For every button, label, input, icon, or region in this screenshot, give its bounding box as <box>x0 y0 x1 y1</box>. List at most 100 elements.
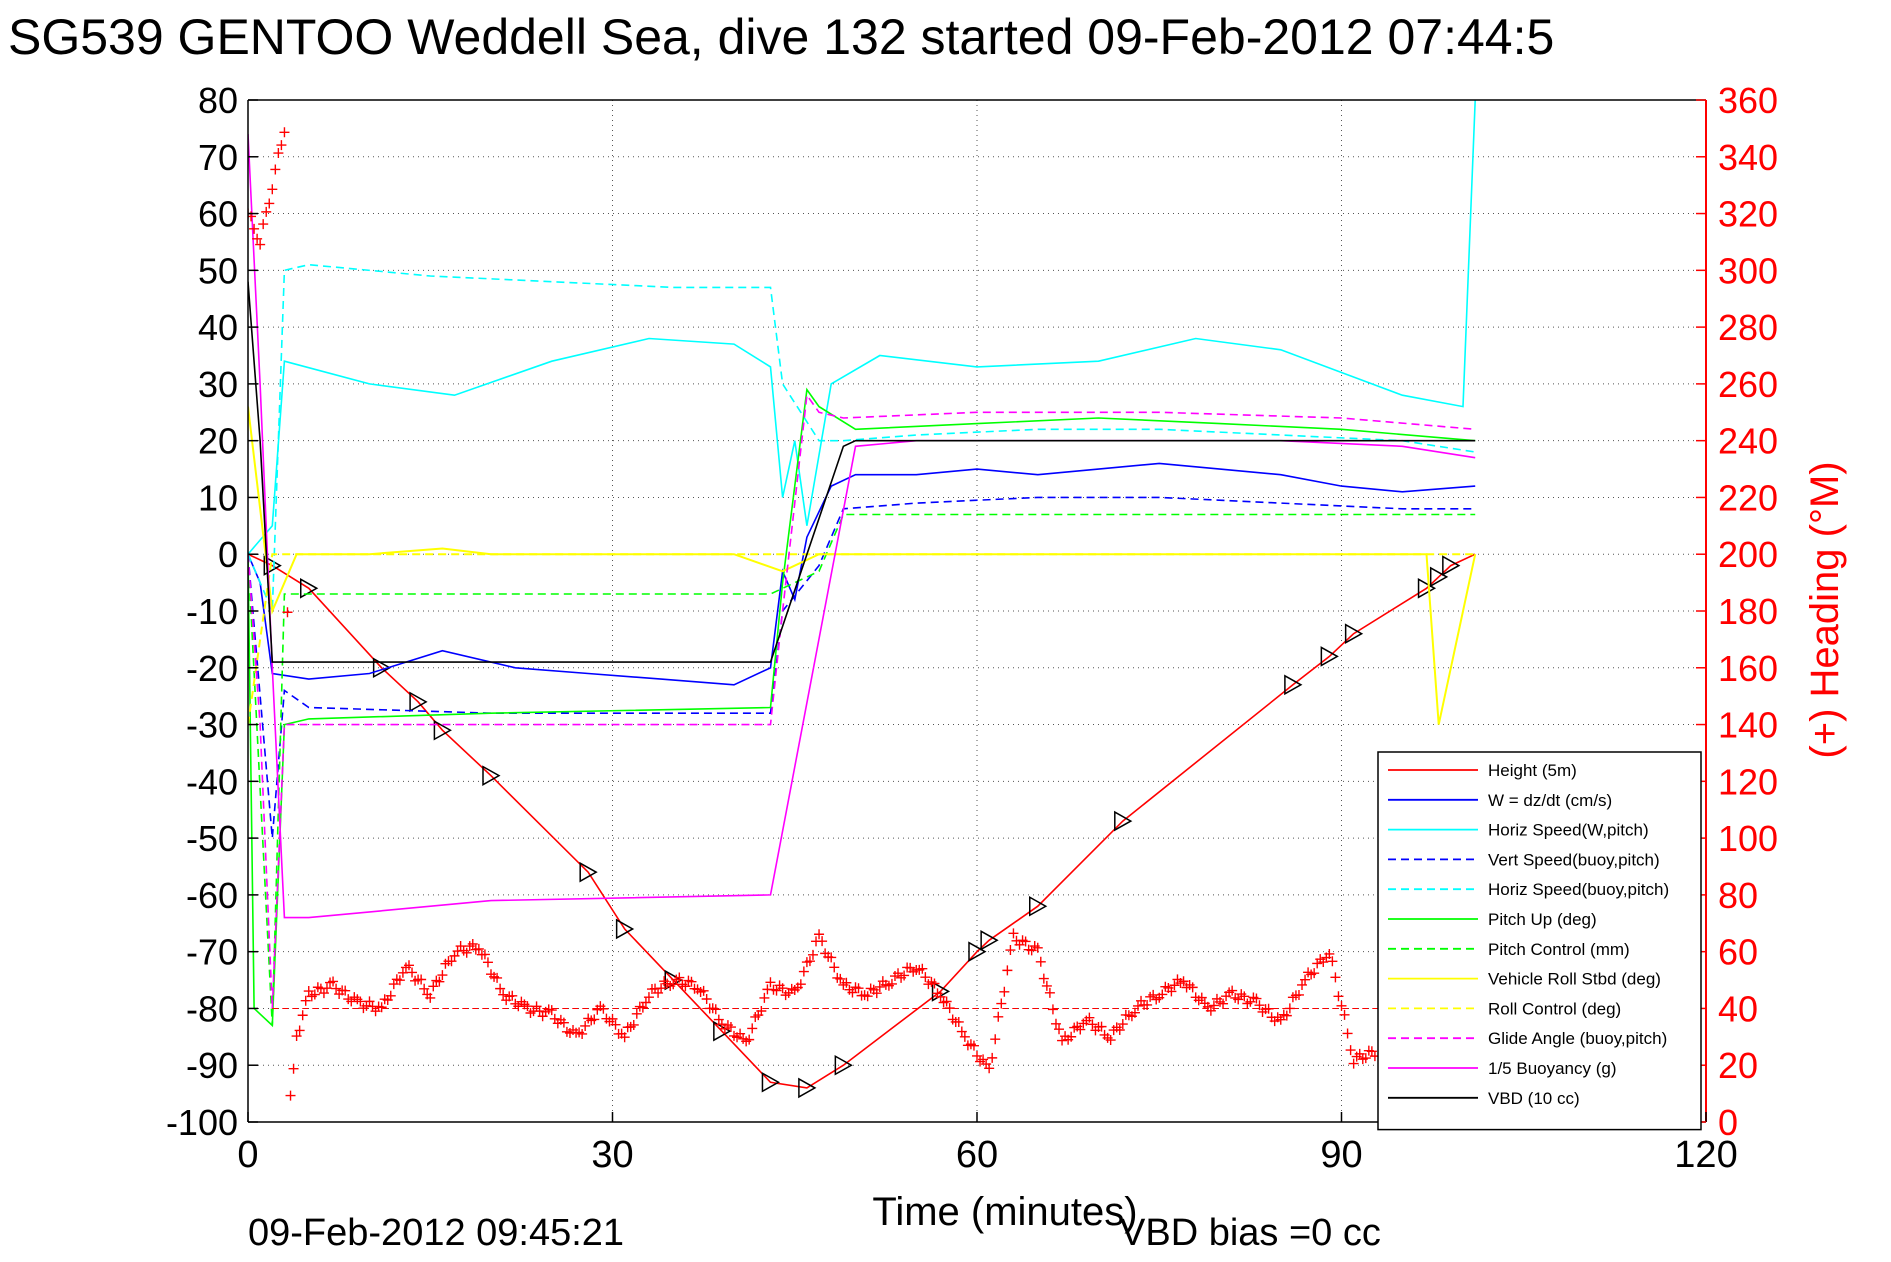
heading-marker <box>364 996 375 1007</box>
heading-marker <box>495 983 506 994</box>
heading-marker <box>1050 1018 1061 1029</box>
heading-marker <box>1035 956 1046 967</box>
heading-marker <box>1054 1024 1065 1035</box>
heading-marker <box>1008 928 1019 939</box>
legend-entry: 1/5 Buoyancy (g) <box>1488 1059 1617 1078</box>
legend-entry: Pitch Control (mm) <box>1488 940 1630 959</box>
heading-marker <box>829 962 840 973</box>
series-line <box>248 553 1476 1089</box>
y-axis-right-label: (+) Heading (°M) <box>1803 461 1847 758</box>
series-line <box>248 406 1477 725</box>
heading-marker <box>300 995 311 1006</box>
heading-marker <box>996 998 1007 1009</box>
y-left-tick-label: -90 <box>186 1045 238 1086</box>
series-line <box>248 393 1476 1009</box>
x-tick-label: 60 <box>956 1134 998 1176</box>
heading-marker <box>817 936 828 947</box>
heading-marker <box>944 1003 955 1014</box>
heading-marker <box>492 972 503 983</box>
heading-marker <box>577 1028 588 1039</box>
heading-marker <box>546 1005 557 1016</box>
heading-marker <box>1233 994 1244 1005</box>
heading-marker <box>1324 948 1335 959</box>
heading-marker <box>941 996 952 1007</box>
heading-marker <box>340 985 351 996</box>
heading-marker <box>987 1052 998 1063</box>
heading-marker <box>394 975 405 986</box>
y-left-tick-label: -10 <box>186 591 238 632</box>
height-marker <box>1029 895 1048 917</box>
height-marker <box>579 861 598 883</box>
legend-entry: VBD (10 cc) <box>1488 1089 1580 1108</box>
heading-marker <box>252 233 263 244</box>
heading-marker <box>407 967 418 978</box>
y-left-tick-label: -30 <box>186 705 238 746</box>
heading-marker <box>814 929 825 940</box>
heading-marker <box>1166 986 1177 997</box>
heading-marker <box>1208 1000 1219 1011</box>
heading-marker <box>1339 1009 1350 1020</box>
heading-marker <box>862 991 873 1002</box>
heading-marker <box>437 970 448 981</box>
y-right-tick-label: 200 <box>1718 534 1778 575</box>
heading-marker <box>725 1022 736 1033</box>
y-left-tick-label: 60 <box>198 194 238 235</box>
y-right-tick-label: 40 <box>1718 988 1758 1029</box>
heading-marker <box>598 1003 609 1014</box>
legend-entry: Vert Speed(buoy,pitch) <box>1488 850 1660 869</box>
heading-marker <box>1336 1000 1347 1011</box>
heading-marker <box>267 184 278 195</box>
heading-marker <box>1196 992 1207 1003</box>
height-marker <box>409 691 428 713</box>
heading-marker <box>847 987 858 998</box>
heading-marker <box>276 140 287 151</box>
heading-marker <box>479 949 490 960</box>
heading-marker <box>1114 1024 1125 1035</box>
heading-marker <box>1005 945 1016 956</box>
y-right-tick-label: 320 <box>1718 194 1778 235</box>
heading-marker <box>473 943 484 954</box>
heading-marker <box>972 1050 982 1061</box>
y-right-tick-label: 220 <box>1718 477 1778 518</box>
heading-marker <box>917 963 928 974</box>
legend: Height (5m) W = dz/dt (cm/s) Horiz Speed(W… <box>1377 751 1702 1131</box>
heading-marker <box>258 219 269 230</box>
y-left-tick-label: -20 <box>186 648 238 689</box>
heading-marker <box>1300 974 1311 985</box>
x-tick-label: 0 <box>237 1134 258 1176</box>
heading-marker <box>680 981 691 992</box>
heading-marker <box>309 989 320 1000</box>
heading-marker <box>835 973 846 984</box>
heading-marker <box>959 1031 970 1042</box>
heading-marker <box>403 960 414 971</box>
heading-marker <box>990 1034 1001 1045</box>
heading-marker <box>1330 972 1341 983</box>
heading-marker <box>249 223 260 234</box>
heading-marker <box>643 992 654 1003</box>
heading-marker <box>328 976 339 987</box>
heading-marker <box>1275 1014 1286 1025</box>
heading-marker <box>777 983 788 994</box>
heading-marker <box>710 1004 721 1015</box>
legend-entry: Height (5m) <box>1488 761 1577 780</box>
heading-marker <box>953 1016 964 1027</box>
heading-marker <box>759 992 770 1003</box>
x-tick-label: 30 <box>591 1134 633 1176</box>
y-left-tick-label: 70 <box>198 137 238 178</box>
heading-marker <box>1084 1012 1095 1023</box>
heading-marker <box>1142 999 1153 1010</box>
vbd-bias-label: VBD bias =0 cc <box>1120 1212 1381 1254</box>
legend-entry: W = dz/dt (cm/s) <box>1488 791 1612 810</box>
x-tick-label: 120 <box>1674 1134 1737 1176</box>
heading-marker <box>698 985 709 996</box>
heading-marker <box>1187 982 1198 993</box>
heading-marker <box>1041 980 1052 991</box>
heading-marker <box>674 972 685 983</box>
y-right-tick-label: 340 <box>1718 137 1778 178</box>
y-left-tick-label: 30 <box>198 364 238 405</box>
heading-marker <box>1044 987 1055 998</box>
height-marker <box>1344 623 1364 644</box>
heading-marker <box>397 967 408 978</box>
heading-marker <box>1342 1028 1353 1039</box>
heading-marker <box>385 990 396 1001</box>
